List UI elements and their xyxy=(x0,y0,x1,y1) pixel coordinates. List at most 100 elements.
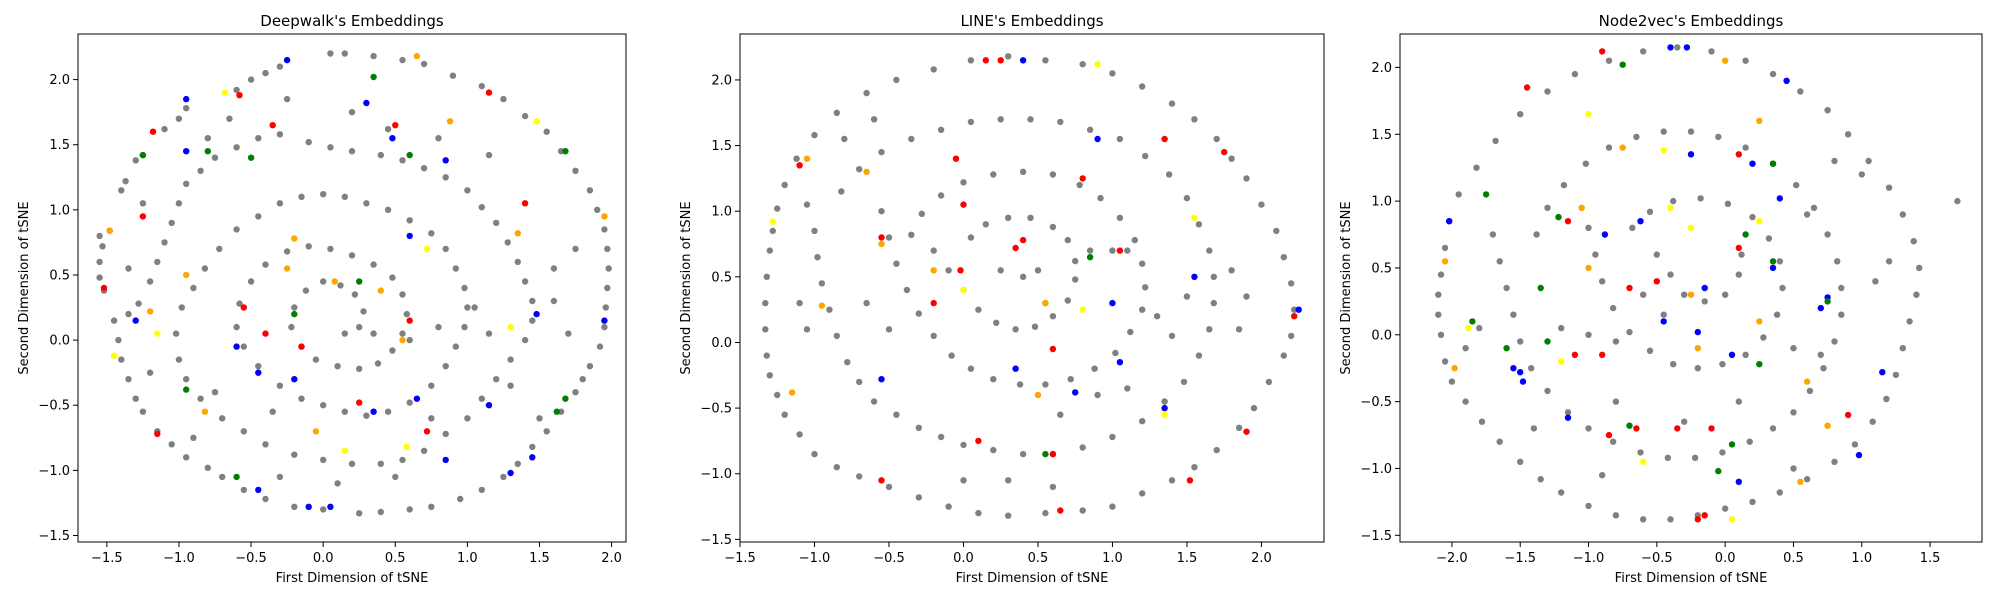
scatter-point xyxy=(341,447,348,454)
scatter-point xyxy=(601,323,608,331)
scatter-point xyxy=(1824,231,1831,238)
scatter-point xyxy=(1872,278,1879,285)
scatter-point xyxy=(1019,273,1027,280)
scatter-point xyxy=(796,162,803,169)
scatter-series-3 xyxy=(139,73,569,481)
scatter-point xyxy=(1057,411,1064,418)
y-tick-label: −0.5 xyxy=(38,399,70,414)
scatter-point xyxy=(1094,60,1101,68)
scatter-point xyxy=(449,72,457,79)
scatter-point xyxy=(1079,507,1086,514)
scatter-point xyxy=(529,443,536,451)
scatter-point xyxy=(1544,204,1551,211)
scatter-point xyxy=(960,477,967,484)
scatter-point xyxy=(1793,181,1800,189)
scatter-point xyxy=(1530,425,1538,432)
scatter-point xyxy=(1476,324,1483,332)
scatter-point xyxy=(803,155,811,162)
scatter-point xyxy=(1228,267,1235,274)
scatter-point xyxy=(993,319,1000,326)
scatter-point xyxy=(154,430,161,438)
scatter-point xyxy=(930,267,937,274)
scatter-point xyxy=(1626,284,1633,292)
scatter-point xyxy=(1437,331,1445,338)
scatter-point xyxy=(370,330,377,337)
scatter-point xyxy=(1612,512,1620,519)
chart-panel-3: −2.0 −1.5 −1.0 −0.5 0.0 0.5 1.0 1.5 −1.5 −1.0 −0.5… xyxy=(1339,12,1983,586)
scatter-point xyxy=(478,204,485,211)
scatter-point xyxy=(1838,284,1845,292)
scatter-point xyxy=(154,258,161,266)
scatter-point xyxy=(878,148,885,156)
x-tick-label: 0.5 xyxy=(385,551,406,566)
scatter-point xyxy=(399,56,406,64)
scatter-point xyxy=(1049,171,1057,178)
scatter-point xyxy=(1213,135,1220,143)
scatter-point xyxy=(529,317,536,324)
scatter-point xyxy=(370,261,377,268)
scatter-point xyxy=(125,310,132,318)
scatter-point xyxy=(826,306,833,313)
x-tick-label: 1.5 xyxy=(1177,551,1198,566)
scatter-point xyxy=(1127,328,1134,336)
scatter-point xyxy=(1265,378,1273,386)
scatter-point xyxy=(1599,472,1606,479)
y-tick-label: 1.0 xyxy=(1371,195,1392,210)
scatter-point xyxy=(1027,116,1034,123)
scatter-point xyxy=(1195,352,1203,359)
scatter-point xyxy=(1005,214,1012,221)
scatter-point xyxy=(327,144,334,151)
scatter-point xyxy=(1585,264,1592,272)
scatter-point xyxy=(766,372,773,379)
scatter-point xyxy=(493,376,500,383)
scatter-point xyxy=(1291,306,1298,313)
scatter-point xyxy=(1637,218,1644,225)
scatter-point xyxy=(1683,44,1691,51)
scatter-point xyxy=(291,235,298,242)
scatter-point xyxy=(1735,271,1743,278)
scatter-point xyxy=(1810,204,1818,211)
scatter-point xyxy=(221,89,229,96)
scatter-point xyxy=(1109,299,1116,307)
scatter-point xyxy=(1831,458,1838,465)
scatter-point xyxy=(1687,291,1695,298)
scatter-point xyxy=(878,208,885,215)
scatter-point xyxy=(586,187,594,194)
scatter-point xyxy=(762,326,769,333)
scatter-point xyxy=(1637,449,1644,456)
scatter-point xyxy=(1503,345,1510,352)
scatter-point xyxy=(1517,458,1524,465)
scatter-point xyxy=(762,299,769,307)
x-tick-label: 1.0 xyxy=(457,551,478,566)
scatter-point xyxy=(1109,433,1116,441)
scatter-point xyxy=(1674,425,1681,432)
scatter-point xyxy=(175,115,183,122)
scatter-point xyxy=(1042,509,1049,517)
scatter-point xyxy=(269,408,276,415)
scatter-point xyxy=(1653,278,1661,285)
scatter-point xyxy=(334,480,341,487)
scatter-point xyxy=(1168,332,1176,340)
scatter-point xyxy=(1585,224,1592,231)
scatter-point xyxy=(288,323,295,331)
x-tick-label: 1.5 xyxy=(1920,551,1941,566)
scatter-point xyxy=(1019,168,1027,175)
scatter-point xyxy=(1441,258,1449,265)
scatter-point xyxy=(1824,422,1831,429)
scatter-point xyxy=(1742,351,1749,358)
scatter-point xyxy=(594,206,601,213)
x-tick-label: −1.0 xyxy=(1573,551,1605,566)
scatter-point xyxy=(1722,291,1729,298)
scatter-point xyxy=(1599,351,1606,358)
scatter-point xyxy=(1250,404,1258,412)
y-tick-label: −1.5 xyxy=(38,529,70,544)
x-tick-label: −2.0 xyxy=(1436,551,1468,566)
scatter-point xyxy=(605,265,612,272)
scatter-point xyxy=(1183,293,1191,300)
scatter-point xyxy=(967,365,975,372)
scatter-point xyxy=(1844,411,1852,419)
scatter-point xyxy=(1776,195,1784,202)
scatter-point xyxy=(356,278,363,285)
scatter-point xyxy=(1765,235,1773,242)
